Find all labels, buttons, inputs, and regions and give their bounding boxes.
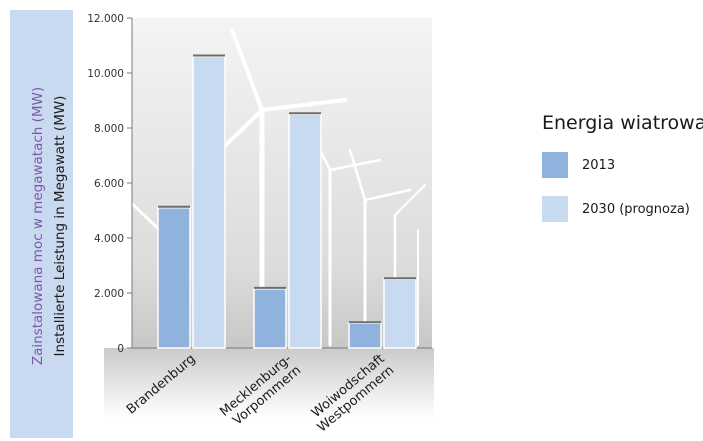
legend-label-2030: 2030 (prognoza)	[582, 201, 690, 217]
y-tick-label: 12.000	[87, 13, 124, 25]
bar-top-edge	[158, 205, 190, 208]
legend-item-2013: 2013	[542, 152, 702, 178]
y-tick-label: 10.000	[87, 68, 124, 80]
y-tick-label: 2.000	[94, 288, 124, 300]
bar-2030-1	[288, 113, 322, 349]
floor-gradient	[104, 348, 434, 418]
bar-2013-1	[253, 288, 287, 349]
legend-label-2013: 2013	[582, 157, 616, 173]
legend-item-2030: 2030 (prognoza)	[542, 196, 702, 222]
y-axis-label-polish: Zainstalowana moc w megawatach (MW)	[30, 87, 46, 365]
bar-2013-0	[157, 207, 191, 349]
legend-swatch-2030	[542, 196, 568, 222]
bar-top-edge	[289, 112, 321, 115]
bar-2030-0	[192, 55, 226, 349]
legend: Energia wiatrowa 2013 2030 (prognoza)	[542, 112, 703, 240]
y-axis-label-band	[10, 10, 73, 438]
y-axis-ticks: 0 2.000 4.000 6.000 8.000 10.000 12.000	[87, 13, 132, 355]
y-tick-label: 6.000	[94, 178, 124, 190]
bar-top-edge	[349, 321, 381, 324]
y-tick-label: 0	[117, 343, 124, 355]
y-tick-label: 4.000	[94, 233, 124, 245]
bar-2013-2	[348, 322, 382, 349]
bar-top-edge	[384, 277, 416, 280]
bar-top-edge	[193, 54, 225, 57]
legend-swatch-2013	[542, 152, 568, 178]
bars-group	[157, 54, 417, 349]
bar-top-edge	[254, 286, 286, 289]
y-tick-label: 8.000	[94, 123, 124, 135]
wind-turbines-illustration	[88, 28, 426, 348]
legend-title: Energia wiatrowa	[542, 112, 703, 134]
y-axis-label-german: Installierte Leistung in Megawatt (MW)	[52, 96, 68, 357]
bar-2030-2	[383, 278, 417, 349]
